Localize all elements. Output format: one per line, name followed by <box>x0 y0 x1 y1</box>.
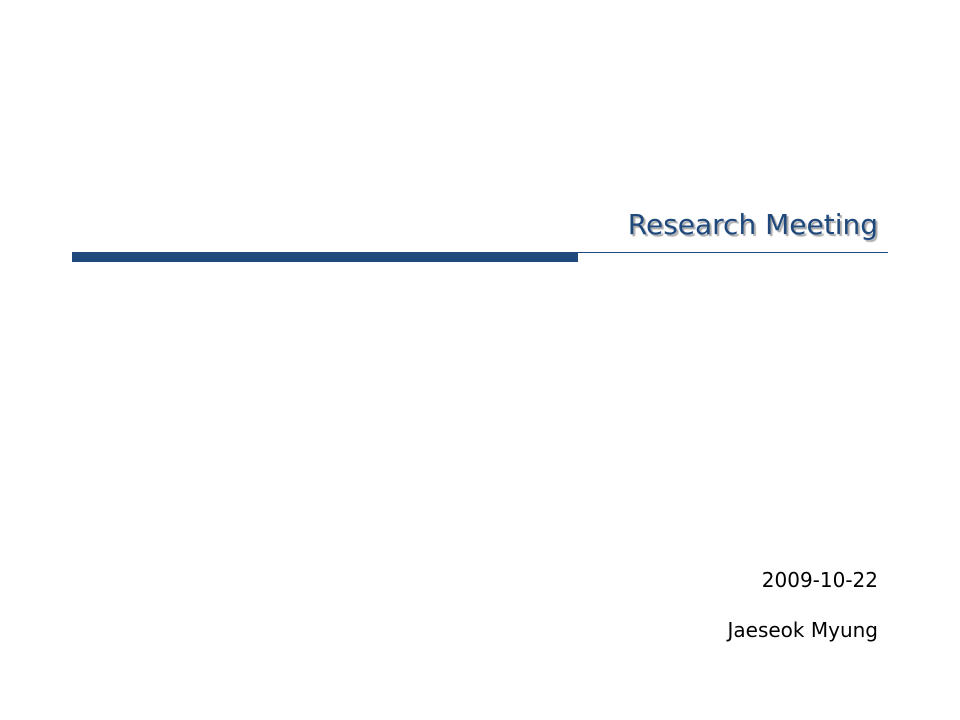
author: Jaeseok Myung <box>727 618 879 642</box>
date: 2009-10-22 <box>761 568 878 592</box>
slide-title: Research Meeting <box>627 208 878 241</box>
title-bar <box>72 252 578 262</box>
title-rule <box>578 252 888 253</box>
